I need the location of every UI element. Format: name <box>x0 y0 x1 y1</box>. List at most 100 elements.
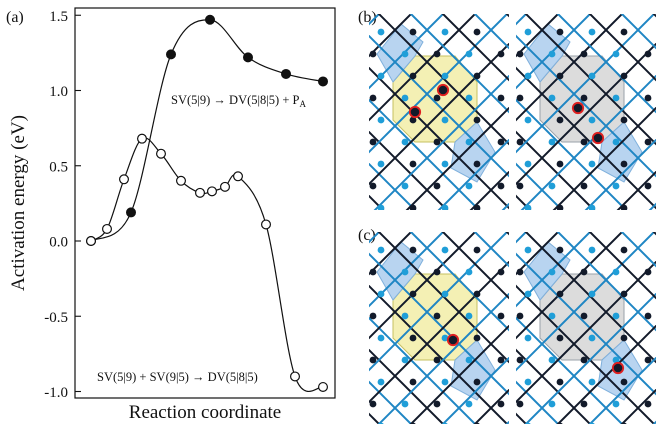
atom <box>580 94 588 102</box>
atom <box>369 182 377 190</box>
atom <box>548 50 556 58</box>
bond <box>520 74 656 210</box>
atom <box>433 400 441 408</box>
atom <box>377 334 385 342</box>
atom <box>612 94 620 102</box>
y-tick-label: -1.0 <box>44 385 68 401</box>
atom <box>401 50 409 58</box>
bond <box>516 380 560 424</box>
bond <box>516 232 560 276</box>
atom <box>465 356 473 364</box>
bond <box>128 0 348 220</box>
bond <box>369 260 509 404</box>
bond <box>516 42 656 186</box>
bond <box>77 218 297 424</box>
highlighted-atom <box>611 361 625 375</box>
open-marker <box>85 236 96 247</box>
bond <box>96 0 316 220</box>
bond <box>0 0 201 220</box>
atom <box>644 182 652 190</box>
bond <box>469 170 509 210</box>
atom <box>441 204 449 210</box>
bond <box>109 218 329 424</box>
atom <box>497 268 505 276</box>
atom <box>369 312 377 320</box>
atom <box>620 290 628 298</box>
atom <box>516 138 524 146</box>
bond <box>369 14 381 26</box>
atom <box>612 400 620 408</box>
panel-label-a: (a) <box>6 9 24 26</box>
bond <box>516 130 596 210</box>
filled-marker <box>205 14 216 25</box>
atom <box>524 378 532 386</box>
bond <box>369 14 445 90</box>
atom <box>588 378 596 386</box>
filled-marker <box>281 68 292 79</box>
atom <box>409 378 417 386</box>
open-marker <box>261 219 272 230</box>
bond <box>620 232 656 268</box>
atom <box>401 94 409 102</box>
bond <box>369 232 413 276</box>
x-axis-label: Reaction coordinate <box>129 402 281 423</box>
bond <box>516 162 564 210</box>
atom <box>580 182 588 190</box>
bond <box>0 218 201 424</box>
bond <box>588 356 656 424</box>
open-marker <box>290 371 301 382</box>
atom <box>409 28 417 36</box>
atom <box>409 334 417 342</box>
atom <box>497 400 505 408</box>
bond <box>516 14 560 58</box>
atom <box>620 378 628 386</box>
atom <box>377 246 385 254</box>
bond <box>648 202 656 210</box>
bond <box>441 232 509 300</box>
atom <box>369 268 377 276</box>
bond <box>369 14 477 122</box>
atom <box>433 138 441 146</box>
atom <box>620 116 628 124</box>
bond <box>552 106 656 210</box>
atom <box>401 182 409 190</box>
open-marker <box>207 186 218 197</box>
atom <box>369 94 377 102</box>
atom <box>441 290 449 298</box>
atom <box>516 50 524 58</box>
atom <box>441 72 449 80</box>
pentagon-ring <box>450 121 496 183</box>
y-tick-label: 1.0 <box>49 84 68 100</box>
atom <box>409 116 417 124</box>
open-marker <box>233 171 244 182</box>
atom <box>612 268 620 276</box>
bond <box>13 0 233 220</box>
bond <box>77 0 297 220</box>
annotation-upper-main: SV(5|9) → DV(5|8|5) + P <box>171 93 299 107</box>
highlighted-atom <box>436 83 450 97</box>
atom <box>556 290 564 298</box>
atom <box>377 116 385 124</box>
atom <box>556 28 564 36</box>
atom <box>433 312 441 320</box>
bond <box>64 0 284 220</box>
bond <box>524 292 656 424</box>
atom <box>556 204 564 210</box>
bond <box>160 218 380 424</box>
bond <box>13 0 233 220</box>
atom <box>409 246 417 254</box>
atom <box>409 290 417 298</box>
atom <box>556 246 564 254</box>
atom <box>548 138 556 146</box>
atom <box>369 138 377 146</box>
bond <box>584 138 656 210</box>
bond <box>45 0 265 220</box>
bond <box>128 218 348 424</box>
bond <box>588 232 656 300</box>
bond <box>45 218 265 424</box>
atom <box>441 334 449 342</box>
bond <box>441 356 509 424</box>
atom <box>548 356 556 364</box>
bond <box>141 218 361 424</box>
